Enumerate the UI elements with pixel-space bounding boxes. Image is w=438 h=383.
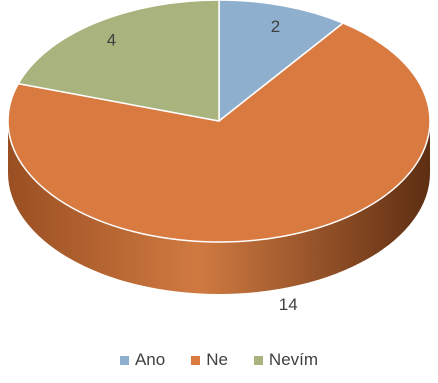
pie-slice-nevim [17, 0, 220, 122]
legend-swatch-ne [191, 355, 201, 365]
pie-slice-ano [218, 0, 344, 122]
legend: Ano Ne Nevím [0, 350, 438, 370]
data-label-ano: 2 [271, 17, 280, 36]
data-label-ne: 14 [279, 295, 298, 314]
legend-label-ne: Ne [206, 350, 228, 369]
legend-item-nevim: Nevím [253, 350, 319, 370]
legend-swatch-nevim [253, 355, 263, 365]
pie-slice-ne [7, 22, 431, 243]
pie-side-ne [8, 121, 430, 294]
legend-item-ano: Ano [119, 350, 166, 370]
data-label-nevim: 4 [107, 30, 116, 49]
legend-label-ano: Ano [134, 350, 166, 369]
legend-label-nevim: Nevím [268, 350, 319, 369]
legend-swatch-ano [119, 355, 129, 365]
legend-item-ne: Ne [191, 350, 228, 370]
